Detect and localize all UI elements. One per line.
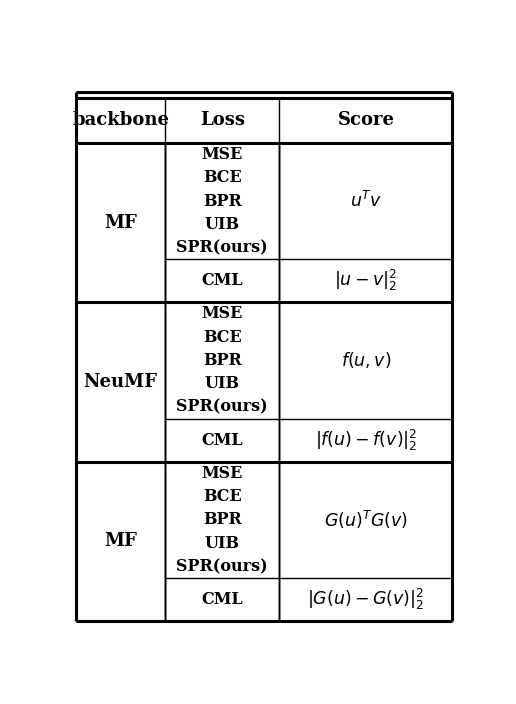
Text: $|u - v|_2^2$: $|u - v|_2^2$ (334, 268, 397, 294)
Text: MSE: MSE (201, 465, 243, 482)
Text: BPR: BPR (203, 511, 241, 529)
Text: BPR: BPR (203, 352, 241, 369)
Text: SPR(ours): SPR(ours) (176, 239, 268, 256)
Text: UIB: UIB (205, 375, 239, 392)
Text: BCE: BCE (203, 169, 241, 187)
Text: SPR(ours): SPR(ours) (176, 558, 268, 575)
Text: BCE: BCE (203, 488, 241, 505)
Text: $|f(u) - f(v)|_2^2$: $|f(u) - f(v)|_2^2$ (315, 427, 417, 453)
Text: $f(u, v)$: $f(u, v)$ (341, 351, 391, 370)
Text: $|G(u) - G(v)|_2^2$: $|G(u) - G(v)|_2^2$ (308, 587, 425, 612)
Text: MF: MF (104, 213, 137, 232)
Text: CML: CML (201, 432, 243, 448)
Text: Score: Score (337, 111, 394, 130)
Text: NeuMF: NeuMF (84, 373, 158, 391)
Text: backbone: backbone (72, 111, 169, 130)
Text: BCE: BCE (203, 329, 241, 346)
Text: MSE: MSE (201, 306, 243, 322)
Text: CML: CML (201, 591, 243, 608)
Text: UIB: UIB (205, 535, 239, 552)
Text: Loss: Loss (200, 111, 245, 130)
Text: CML: CML (201, 272, 243, 289)
Text: UIB: UIB (205, 216, 239, 233)
Text: MSE: MSE (201, 146, 243, 163)
Text: $G(u)^TG(v)$: $G(u)^TG(v)$ (324, 509, 408, 531)
Text: MF: MF (104, 532, 137, 551)
Text: BPR: BPR (203, 192, 241, 210)
Text: $u^Tv$: $u^Tv$ (350, 191, 382, 211)
Text: SPR(ours): SPR(ours) (176, 398, 268, 415)
